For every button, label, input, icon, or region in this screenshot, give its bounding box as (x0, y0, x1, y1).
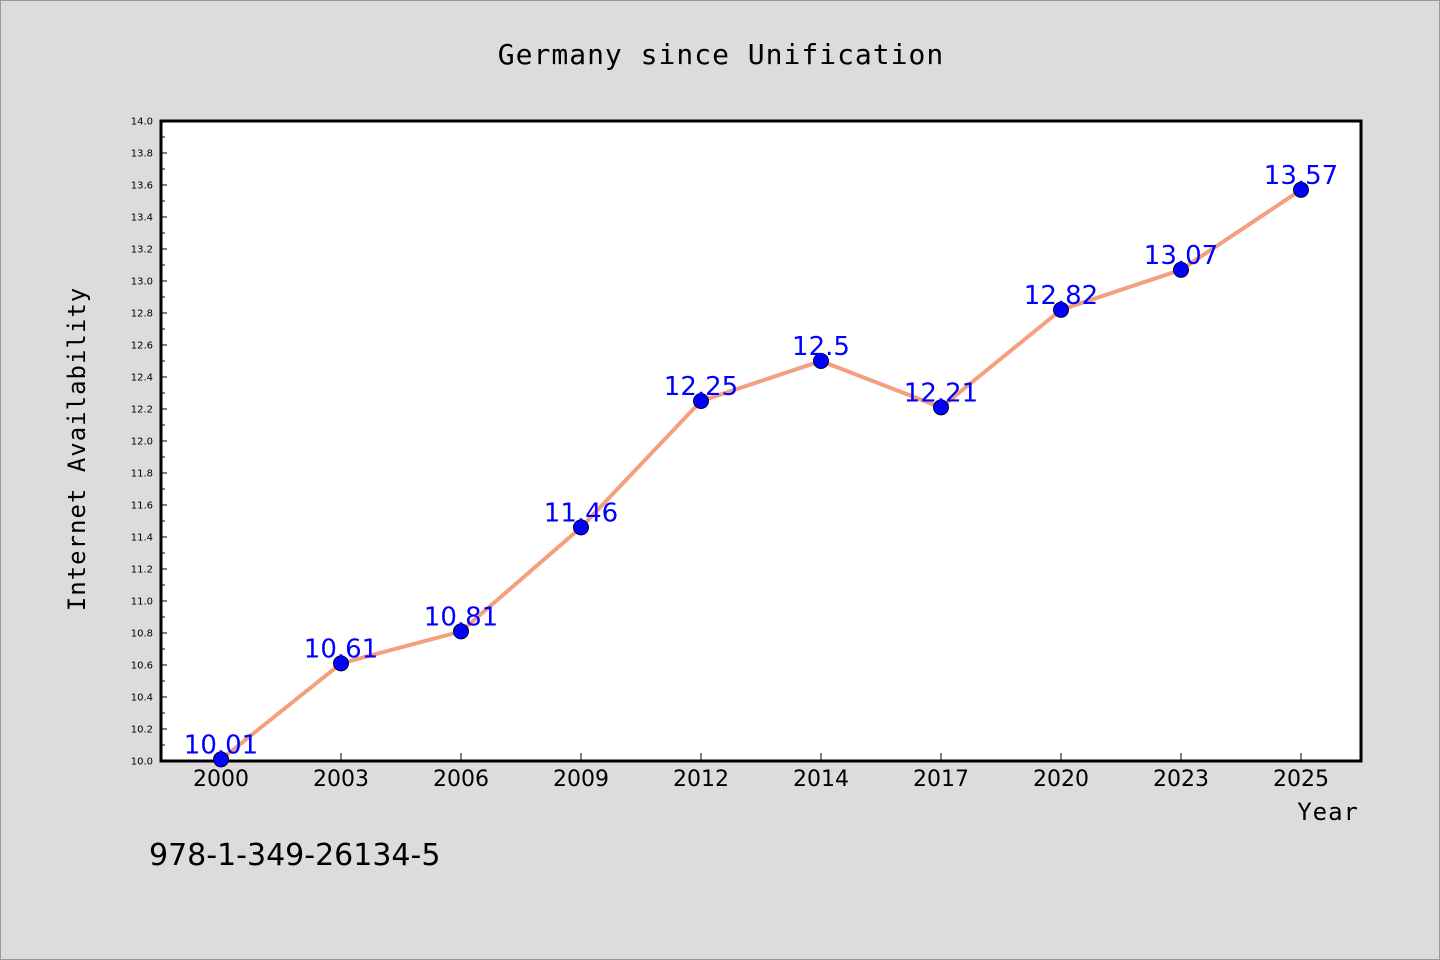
y-tick-label: 12.4 (131, 373, 153, 384)
x-axis-ticks: 2000 2003 2006 2009 2012 2014 2017 2020 2023 2025 (193, 753, 1329, 792)
y-tick-label: 12.2 (131, 405, 153, 416)
x-tick-label: 2023 (1153, 767, 1209, 792)
data-point (933, 399, 949, 416)
y-tick-label: 12.0 (131, 437, 153, 448)
x-tick-label: 2012 (673, 767, 729, 792)
chart-title: Germany since Unification (498, 38, 944, 71)
data-point (1053, 301, 1069, 318)
series-layer (213, 181, 1309, 768)
data-point (693, 393, 709, 409)
y-tick-label: 10.0 (131, 757, 153, 768)
x-tick-label: 2000 (193, 767, 249, 792)
x-tick-label: 2020 (1033, 767, 1089, 792)
data-label: 12.82 (1024, 281, 1098, 311)
y-tick-label: 11.6 (131, 501, 153, 512)
y-tick-label: 11.4 (131, 533, 153, 544)
y-tick-label: 13.8 (131, 149, 153, 160)
y-tick-label: 11.2 (131, 565, 153, 576)
y-tick-label: 10.8 (131, 629, 153, 640)
y-tick-label: 13.6 (131, 181, 153, 192)
x-tick-label: 2014 (793, 767, 849, 792)
y-tick-label: 10.4 (131, 693, 153, 704)
y-tick-label: 11.8 (131, 469, 153, 480)
footer-isbn: 978-1-349-26134-5 (149, 838, 440, 873)
data-point (333, 655, 349, 672)
y-tick-label: 14.0 (131, 117, 153, 128)
data-label: 12.25 (664, 372, 738, 402)
data-point (1173, 261, 1189, 278)
data-label: 10.81 (424, 602, 498, 632)
data-point (573, 519, 589, 536)
series-line (219, 187, 1303, 762)
y-tick-label: 12.8 (131, 309, 153, 320)
data-point (213, 751, 229, 768)
data-label: 13.07 (1144, 241, 1218, 271)
data-label: 10.61 (304, 634, 378, 664)
y-tick-label: 10.2 (131, 725, 153, 736)
y-tick-label: 13.4 (131, 213, 153, 224)
data-label: 10.01 (184, 730, 258, 760)
data-point (813, 353, 829, 369)
data-point (453, 623, 469, 640)
x-tick-label: 2017 (913, 767, 969, 792)
y-tick-label: 13.2 (131, 245, 153, 256)
data-label: 11.46 (544, 498, 618, 528)
y-tick-label: 13.0 (131, 277, 153, 288)
data-label: 12.21 (904, 378, 978, 408)
x-axis-title: Year (1297, 798, 1359, 826)
data-label: 12.5 (792, 332, 850, 362)
data-point (1293, 181, 1309, 198)
x-tick-label: 2003 (313, 767, 369, 792)
x-tick-label: 2025 (1273, 767, 1329, 792)
y-tick-label: 10.6 (131, 661, 153, 672)
y-tick-label: 12.6 (131, 341, 153, 352)
data-label: 13.57 (1264, 161, 1338, 191)
y-axis-ticks: 10.0 10.2 10.4 10.6 10.8 11.0 11.2 11.4 11.6 11.8… (131, 117, 167, 768)
x-tick-label: 2006 (433, 767, 489, 792)
plot-area (159, 119, 1363, 763)
x-tick-label: 2009 (553, 767, 609, 792)
y-tick-label: 11.0 (131, 597, 153, 608)
y-axis-title: Internet Availability (63, 287, 91, 611)
data-label-layer: 10.01 10.61 10.81 11.46 12.25 12.5 12.21 12.82 1… (184, 161, 1338, 761)
